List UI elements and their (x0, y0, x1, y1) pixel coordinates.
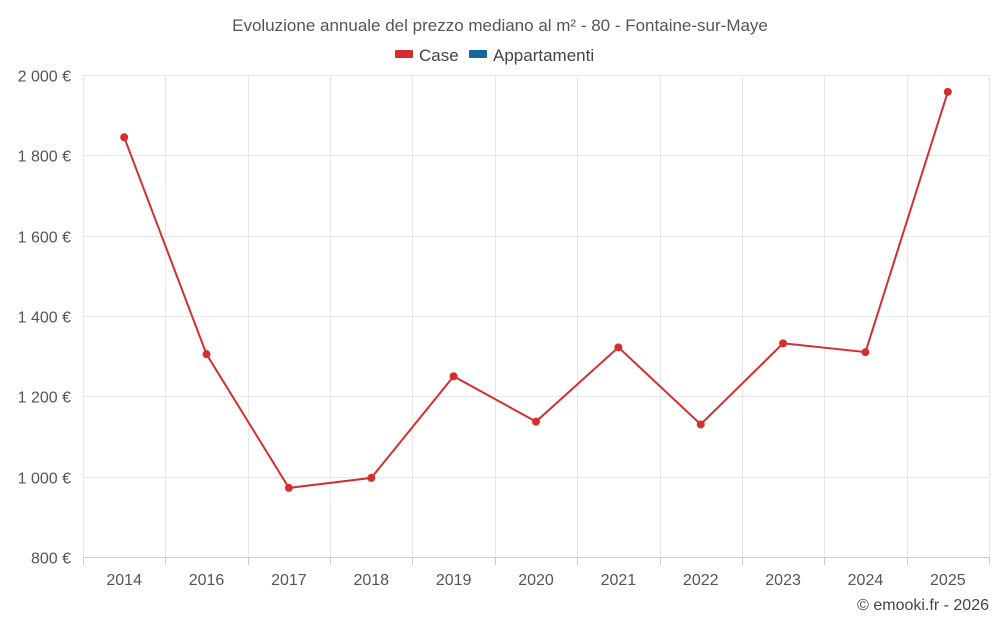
y-tick-label: 1 800 € (18, 149, 71, 166)
y-tick-label: 1 400 € (18, 310, 71, 327)
legend-label-appartamenti: Appartamenti (493, 46, 594, 65)
credit-text: © emooki.fr - 2026 (857, 597, 989, 614)
x-tick-label: 2020 (518, 572, 554, 589)
x-tick-label: 2021 (601, 572, 637, 589)
series-case (120, 87, 952, 492)
x-tick-label: 2025 (930, 572, 966, 589)
data-point[interactable] (861, 348, 870, 357)
x-tick-label: 2024 (848, 572, 884, 589)
legend: Case Appartamenti (395, 46, 594, 65)
data-point[interactable] (779, 339, 788, 348)
data-point[interactable] (202, 350, 211, 359)
data-point[interactable] (532, 417, 540, 426)
legend-swatch-case (395, 50, 413, 58)
data-point[interactable] (120, 133, 129, 142)
x-tick-label: 2023 (765, 572, 801, 589)
legend-item-case[interactable]: Case (395, 46, 459, 65)
x-tick-label: 2016 (189, 572, 225, 589)
y-tick-label: 1 200 € (18, 390, 71, 407)
x-tick-label: 2018 (353, 572, 389, 589)
x-tick-label: 2019 (436, 572, 472, 589)
x-tick-label: 2017 (271, 572, 307, 589)
legend-swatch-appartamenti (469, 50, 487, 58)
y-tick-label: 1 000 € (18, 471, 71, 488)
data-point[interactable] (614, 343, 623, 352)
y-tick-label: 1 600 € (18, 230, 71, 247)
y-tick-label: 2 000 € (18, 69, 71, 86)
data-point[interactable] (284, 483, 293, 492)
y-axis-ticks: 800 € 1 000 € 1 200 € 1 400 € 1 600 € 1 800 €… (18, 69, 71, 568)
data-point[interactable] (943, 87, 952, 96)
chart-title: Evoluzione annuale del prezzo mediano al… (232, 16, 768, 35)
data-point[interactable] (696, 420, 705, 429)
data-point[interactable] (367, 473, 376, 482)
grid (83, 75, 990, 557)
x-axis-ticks: 2014 2016 2017 2018 2019 2020 2021 2022 2023 2024… (106, 572, 965, 589)
axes (83, 557, 990, 565)
legend-item-appartamenti[interactable]: Appartamenti (469, 46, 594, 65)
legend-label-case: Case (419, 46, 459, 65)
data-point[interactable] (449, 372, 458, 381)
x-tick-label: 2014 (106, 572, 142, 589)
x-tick-label: 2022 (683, 572, 719, 589)
y-tick-label: 800 € (31, 551, 71, 568)
